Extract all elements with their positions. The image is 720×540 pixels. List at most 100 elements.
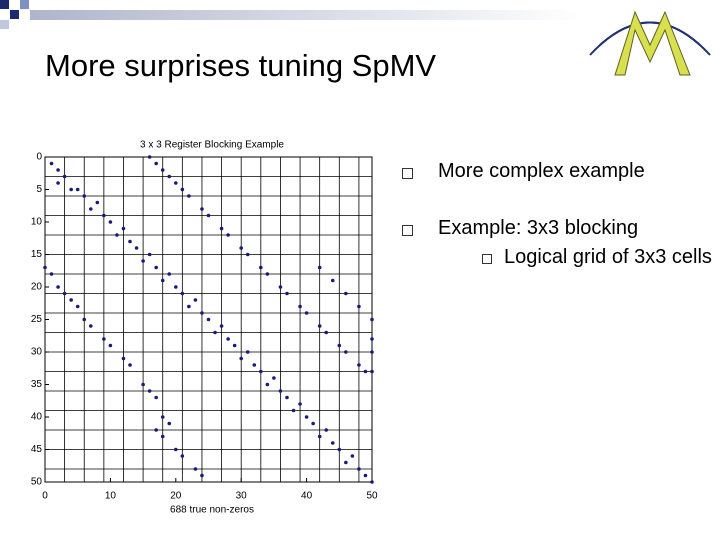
nonzero-dot [252,363,257,367]
nonzero-dot [187,304,191,309]
nonzero-dot [206,213,211,218]
chart: 3 x 3 Register Blocking Example 688 true… [31,140,378,516]
nonzero-dot [95,200,100,205]
nonzero-dot [324,330,329,335]
x-tick-label: 20 [170,491,182,502]
nonzero-dot [350,454,355,458]
nonzero-dot [193,298,198,302]
bullet: Example: 3x3 blocking Logical grid of 3x3… [400,217,718,269]
y-tick-label: 45 [31,444,43,455]
nonzero-dot [344,460,348,465]
nonzero-dot [272,376,276,380]
nonzero-dot [370,337,374,341]
nonzero-dot [239,356,243,361]
nonzero-dot [180,454,185,458]
nonzero-dot [363,369,368,374]
nonzero-dot [160,415,165,419]
nonzero-dot [265,272,270,276]
nonzero-dot [317,324,322,328]
nonzero-dot [49,161,54,166]
nonzero-dot [154,265,158,270]
nonzero-dot [167,421,172,426]
nonzero-dot [88,207,93,211]
bullet-list: More complex example Example: 3x3 blockin… [400,160,718,303]
nonzero-dot [226,233,230,237]
nonzero-dot [344,291,348,296]
nonzero-dot [259,265,263,270]
nonzero-dot [304,415,309,419]
nonzero-dot [219,226,224,231]
y-tick-label: 10 [31,217,43,228]
nonzero-dot [317,434,322,439]
nonzero-dot [102,337,106,341]
y-tick-label: 5 [36,184,42,195]
nonzero-dot [108,343,113,348]
nonzero-dot [115,233,119,237]
y-tick-label: 50 [31,477,43,488]
nonzero-dot [134,246,139,250]
nonzero-dot [147,155,152,159]
nonzero-dot [363,473,368,478]
nonzero-dot [304,311,309,315]
bullet: More complex example [400,160,718,183]
nonzero-dot [121,356,126,361]
nonzero-dot [337,447,342,452]
y-tick-label: 30 [31,347,43,358]
nonzero-dot [141,382,145,387]
sub-bullet: Logical grid of 3x3 cells [476,246,718,269]
nonzero-dot [154,428,158,432]
nonzero-dot [245,252,250,257]
nonzero-dot [311,421,315,426]
nonzero-dot [357,363,361,367]
nonzero-dot [370,317,374,322]
nonzero-dot [167,174,172,179]
nonzero-dot [206,317,211,322]
nonzero-dot [160,434,165,439]
nonzero-dot [370,369,374,374]
nonzero-dot [82,317,87,322]
x-tick-label: 10 [105,491,117,502]
nonzero-dot [180,187,185,192]
x-tick-label: 0 [42,491,48,502]
nonzero-dot [324,428,329,432]
nonzero-dot [298,402,302,406]
nonzero-dot [102,213,106,218]
nonzero-dot [265,382,270,387]
nonzero-dot [88,324,93,328]
nonzero-dot [128,363,132,367]
nonzero-dot [291,408,296,413]
nonzero-dot [43,265,47,270]
nonzero-dot [317,265,322,270]
nonzero-dot [259,369,263,374]
nonzero-dot [219,324,224,328]
nonzero-dot [160,278,165,283]
nonzero-dot [69,298,73,302]
x-tick-label: 30 [236,491,248,502]
nonzero-dot [174,285,178,289]
nonzero-dot [75,187,80,192]
nonzero-dot [187,194,191,198]
nonzero-dot [147,389,152,393]
x-tick-label: 40 [301,491,313,502]
nonzero-dot [200,473,204,478]
nonzero-dot [226,337,230,341]
nonzero-dot [56,181,60,185]
nonzero-dot [154,395,158,400]
nonzero-dot [200,207,204,211]
nonzero-dot [337,343,342,348]
nonzero-dot [75,304,80,309]
nonzero-dot [330,441,335,445]
nonzero-dot [285,395,289,400]
nonzero-dot [62,174,67,179]
nonzero-dot [278,389,283,393]
nonzero-dot [160,168,165,172]
x-tick-label: 50 [366,491,378,502]
nonzero-dot [147,252,152,257]
nonzero-dot [62,291,67,296]
nonzero-dot [344,350,348,354]
slide-title: More surprises tuning SpMV [45,48,437,83]
nonzero-dot [56,168,60,172]
nonzero-dot [200,311,204,315]
nonzero-dot [108,220,113,224]
